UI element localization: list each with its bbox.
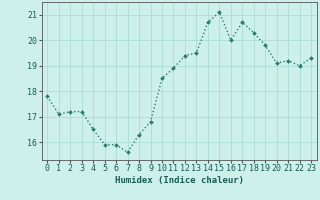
X-axis label: Humidex (Indice chaleur): Humidex (Indice chaleur) <box>115 176 244 185</box>
